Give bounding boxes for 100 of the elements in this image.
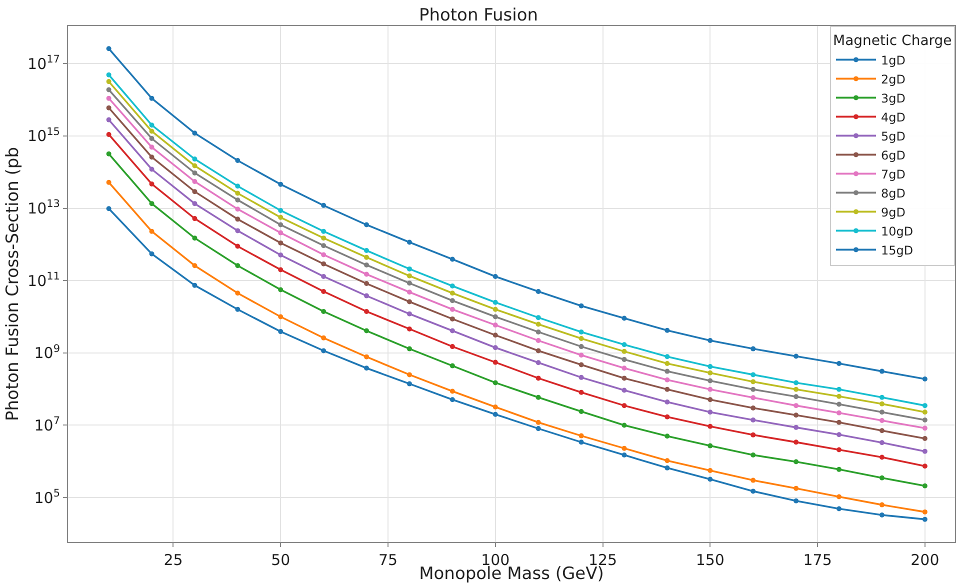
legend-title: Magnetic Charge: [833, 33, 952, 50]
point: [450, 328, 455, 334]
point: [106, 206, 112, 212]
point: [235, 228, 240, 234]
point: [622, 366, 627, 371]
point: [622, 316, 627, 321]
point: [192, 130, 198, 136]
point: [492, 360, 498, 365]
point: [321, 243, 326, 248]
point: [578, 336, 584, 342]
point: [836, 506, 842, 512]
y-tick-label: 10$^{15}$: [28, 126, 60, 146]
point: [536, 329, 541, 334]
point: [235, 244, 240, 249]
point: [794, 412, 799, 418]
point: [794, 498, 799, 504]
point: [149, 96, 154, 101]
point: [450, 363, 455, 368]
point: [492, 314, 498, 320]
point: [922, 436, 928, 441]
point: [536, 338, 541, 344]
point: [708, 338, 713, 344]
point: [708, 410, 713, 415]
legend-label: 4gD: [881, 110, 906, 124]
point: [922, 448, 928, 454]
point: [235, 290, 240, 296]
point: [922, 410, 928, 415]
point: [708, 370, 713, 376]
point: [622, 446, 627, 451]
point: [364, 248, 370, 253]
point: [321, 252, 326, 258]
point: [708, 364, 713, 370]
point: [149, 128, 154, 134]
point: [278, 287, 284, 292]
point: [450, 283, 455, 288]
point: [664, 434, 670, 439]
y-tick-label: 10$^{9}$: [34, 342, 60, 362]
point: [492, 274, 498, 279]
point: [922, 403, 928, 408]
point: [149, 228, 154, 234]
point: [536, 360, 541, 366]
point: [406, 273, 412, 278]
point: [536, 315, 541, 320]
point: [450, 290, 455, 296]
point: [106, 87, 112, 92]
point: [664, 361, 670, 366]
point: [321, 335, 326, 340]
point: [750, 405, 756, 410]
point: [750, 386, 756, 392]
point: [708, 397, 713, 402]
point: [794, 424, 799, 430]
y-tick-label: 10$^{5}$: [34, 488, 60, 507]
point: [879, 401, 884, 406]
point: [192, 236, 198, 241]
legend-label: 10gD: [881, 224, 914, 238]
point: [192, 201, 198, 206]
point: [106, 132, 112, 137]
point: [708, 386, 713, 392]
point: [536, 394, 541, 400]
point: [922, 426, 928, 431]
point: [149, 122, 154, 128]
legend-label: 6gD: [881, 148, 906, 162]
point: [321, 228, 326, 234]
point: [536, 288, 541, 294]
point: [536, 426, 541, 432]
point: [406, 346, 412, 352]
point: [192, 216, 198, 222]
point: [750, 379, 756, 384]
y-tick-label: 10$^{17}$: [28, 54, 60, 73]
y-tick-label: 10$^{13}$: [28, 198, 60, 218]
x-tick-label: 150: [696, 551, 724, 569]
point: [192, 282, 198, 288]
point: [278, 208, 284, 213]
point: [406, 311, 412, 316]
point: [106, 96, 112, 101]
point: [364, 366, 370, 371]
point: [364, 254, 370, 260]
legend-label: 8gD: [881, 186, 906, 200]
legend-label: 7gD: [881, 167, 906, 182]
point: [708, 443, 713, 448]
point: [879, 502, 884, 508]
point: [235, 263, 240, 268]
point: [278, 182, 284, 187]
point: [836, 386, 842, 392]
point: [321, 261, 326, 266]
point: [536, 376, 541, 381]
point: [278, 214, 284, 220]
point: [192, 179, 198, 184]
point: [278, 267, 284, 272]
point: [836, 447, 842, 452]
point: [192, 170, 198, 176]
point: [149, 166, 154, 172]
point: [622, 452, 627, 458]
point: [235, 158, 240, 163]
point: [836, 361, 842, 366]
point: [664, 377, 670, 382]
point: [278, 252, 284, 258]
point: [708, 476, 713, 482]
y-axis-title: Photon Fusion Cross-Section (pb: [3, 147, 24, 421]
point: [536, 322, 541, 327]
